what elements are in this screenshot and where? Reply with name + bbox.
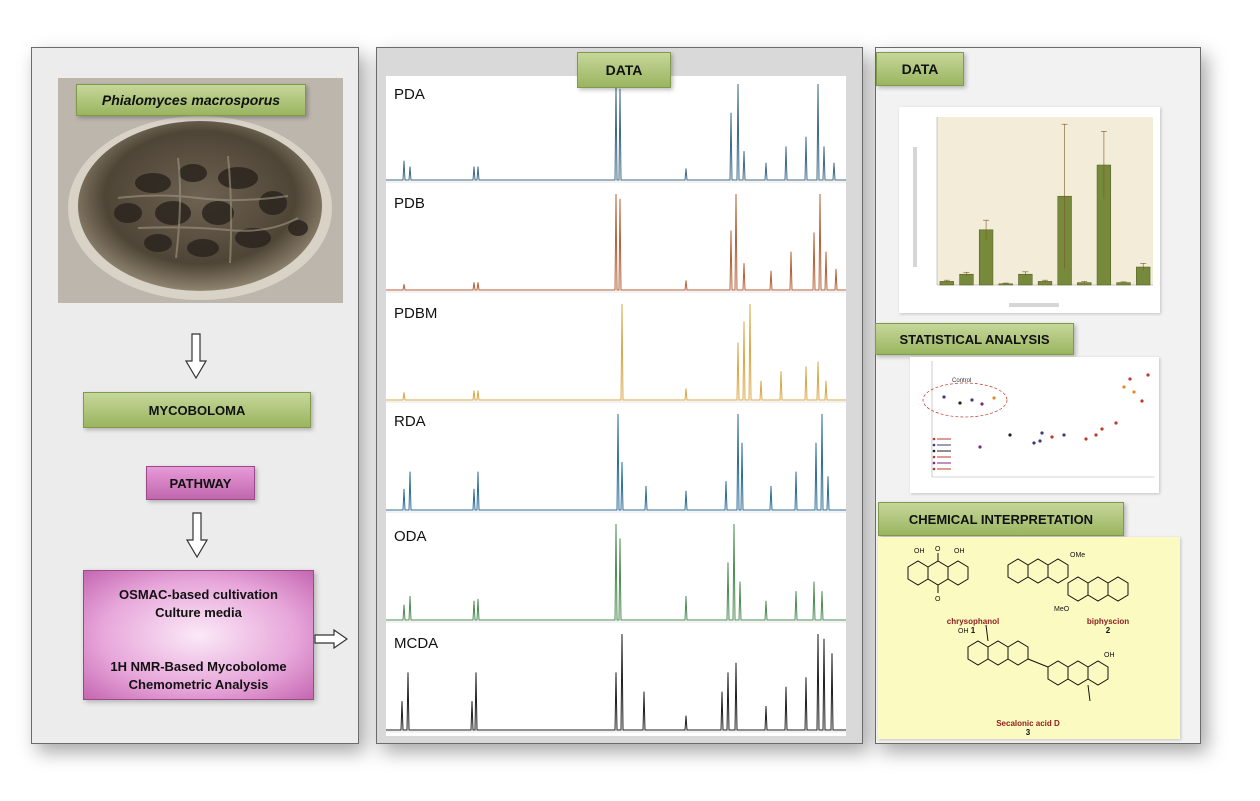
scatter-point	[992, 396, 996, 400]
scatter-point	[1084, 437, 1088, 441]
statistical-analysis-title: STATISTICAL ANALYSIS	[875, 323, 1074, 355]
species-label: Phialomyces macrosporus	[76, 84, 306, 116]
scatter-point	[978, 445, 982, 449]
nmr-trace	[386, 193, 846, 291]
chemical-structures: OH O OH O OMe MeO OH OH chrysophanol 1 b…	[878, 537, 1180, 739]
nmr-trace	[386, 523, 846, 621]
scatter-point	[980, 402, 984, 406]
svg-text:OH: OH	[954, 548, 965, 555]
scatter-point	[1038, 439, 1042, 443]
scatter-svg: Control	[922, 361, 1155, 478]
scatter-point	[1094, 433, 1098, 437]
svg-text:O: O	[935, 596, 941, 603]
svg-text:OH: OH	[1104, 652, 1115, 659]
spectrum-label-pdbm: PDBM	[394, 305, 438, 322]
spectrum-label-oda: ODA	[394, 528, 427, 545]
structures-svg: OH O OH O OMe MeO OH OH	[907, 546, 1129, 702]
nmr-trace	[386, 633, 846, 731]
scatter-point	[970, 398, 974, 402]
compound-number-2: 2	[1105, 626, 1111, 635]
pca-scatter-plot: Control	[910, 357, 1159, 493]
svg-text:O: O	[935, 546, 941, 553]
spectrum-label-pda: PDA	[394, 86, 425, 103]
scatter-point	[1128, 377, 1132, 381]
scatter-point	[1062, 433, 1066, 437]
bar-chart-svg	[913, 117, 1153, 307]
pathway-label: PATHWAY	[146, 466, 255, 500]
nmr-spectra-plot	[386, 83, 846, 733]
mycobolome-label: MYCOBOLOMA	[83, 392, 311, 428]
compound-name-2: biphyscion	[1086, 617, 1130, 626]
compound-number-1: 1	[970, 626, 976, 635]
svg-text:MeO: MeO	[1054, 606, 1070, 613]
scatter-legend	[932, 437, 951, 471]
scatter-point	[1100, 427, 1104, 431]
scatter-point	[1146, 373, 1150, 377]
svg-text:OH: OH	[958, 628, 969, 635]
spectrum-label-mcda: MCDA	[394, 635, 439, 652]
scatter-point	[942, 395, 946, 399]
compound-name-1: chrysophanol	[946, 617, 1000, 626]
down-arrow-icon	[186, 512, 208, 558]
spectrum-label-rda: RDA	[394, 413, 426, 430]
nmr-trace	[386, 83, 846, 181]
osmac-line-1: OSMAC-based cultivation	[119, 587, 278, 602]
scatter-point	[1122, 385, 1126, 389]
control-annotation: Control	[952, 378, 971, 384]
nmr-spectra-stack: PDA PDB PDBM RDA ODA MCDA	[386, 76, 846, 736]
scatter-point	[958, 401, 962, 405]
svg-text:OH: OH	[914, 548, 925, 555]
osmac-line-3: 1H NMR-Based Mycobolome	[110, 659, 287, 674]
osmac-line-4: Chemometric Analysis	[128, 677, 269, 692]
scatter-point	[1050, 435, 1054, 439]
scatter-point	[1008, 433, 1012, 437]
osmac-line-2: Culture media	[155, 605, 242, 620]
spectrum-label-pdb: PDB	[394, 195, 425, 212]
scatter-point	[1114, 421, 1118, 425]
scatter-point	[1140, 399, 1144, 403]
down-arrow-icon	[185, 333, 207, 379]
nmr-trace	[386, 303, 846, 401]
compound-name-3: Secalonic acid D	[996, 719, 1060, 728]
compound-number-3: 3	[1025, 728, 1031, 737]
nmr-trace	[386, 413, 846, 511]
data-title-middle: DATA	[577, 52, 671, 88]
scatter-point	[1132, 390, 1136, 394]
svg-text:OMe: OMe	[1070, 552, 1085, 559]
yield-bar-chart	[899, 107, 1160, 313]
right-arrow-icon	[314, 629, 348, 649]
scatter-point	[1032, 441, 1036, 445]
scatter-point	[1040, 431, 1044, 435]
data-title-right: DATA	[876, 52, 964, 86]
osmac-box: OSMAC-based cultivation Culture media 1H…	[83, 570, 314, 700]
chemical-interpretation-title: CHEMICAL INTERPRETATION	[878, 502, 1124, 536]
